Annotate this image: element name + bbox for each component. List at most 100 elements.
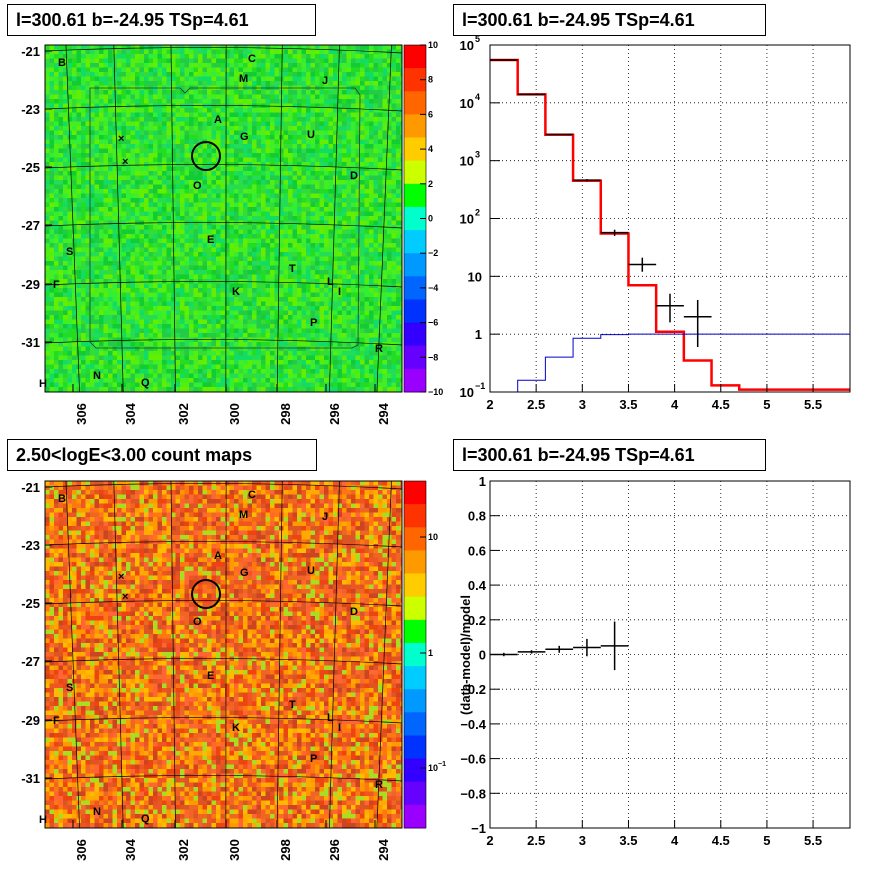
map-pixel (108, 67, 113, 73)
map-pixel (108, 54, 113, 59)
map-pixel (58, 162, 64, 167)
map-pixel (90, 72, 95, 77)
map-pixel (373, 126, 379, 131)
map-pixel (252, 265, 257, 271)
map-pixel (126, 265, 131, 271)
map-pixel (76, 121, 82, 127)
map-pixel (337, 202, 343, 208)
map-pixel (144, 225, 149, 230)
map-pixel (333, 112, 338, 118)
map-pixel (279, 139, 284, 145)
map-pixel (72, 198, 77, 203)
map-pixel (292, 189, 298, 194)
map-pixel (265, 292, 271, 298)
map-pixel (216, 283, 221, 289)
map-pixel (301, 121, 307, 127)
map-pixel (94, 270, 100, 275)
map-pixel (333, 247, 338, 253)
map-pixel (54, 220, 59, 226)
map-pixel (72, 162, 77, 167)
map-pixel (346, 274, 352, 280)
map-pixel (346, 216, 352, 221)
map-pixel (400, 193, 402, 199)
map-pixel (220, 301, 226, 307)
map-pixel (94, 189, 100, 194)
map-pixel (315, 90, 320, 95)
map-pixel (162, 121, 167, 127)
map-pixel (153, 189, 158, 194)
map-pixel (207, 274, 212, 280)
map-pixel (171, 270, 176, 275)
map-pixel (247, 256, 253, 262)
map-pixel (76, 283, 82, 289)
map-pixel (67, 103, 73, 109)
map-pixel (202, 49, 208, 55)
map-pixel (360, 189, 365, 194)
map-pixel (108, 130, 113, 136)
map-pixel (49, 135, 55, 140)
map-pixel (256, 139, 262, 145)
map-pixel (396, 274, 401, 280)
map-pixel (117, 234, 122, 239)
map-pixel (342, 315, 347, 320)
map-pixel (148, 175, 154, 181)
map-pixel (261, 67, 266, 73)
map-pixel (45, 261, 50, 266)
map-pixel (279, 49, 284, 55)
map-pixel (211, 252, 217, 257)
map-pixel (171, 49, 176, 55)
map-pixel (175, 306, 181, 311)
map-pixel (157, 261, 163, 266)
map-pixel (108, 144, 113, 149)
map-pixel (216, 76, 221, 82)
map-pixel (238, 99, 244, 104)
map-pixel (175, 49, 181, 55)
map-pixel (396, 148, 401, 154)
map-pixel (346, 247, 352, 253)
map-pixel (342, 117, 347, 122)
map-pixel (328, 139, 334, 145)
map-pixel (400, 310, 402, 316)
map-pixel (220, 270, 226, 275)
map-pixel (234, 112, 239, 118)
map-pixel (310, 72, 316, 77)
map-pixel (45, 45, 50, 50)
map-pixel (171, 130, 176, 136)
map-pixel (256, 270, 262, 275)
map-pixel (67, 121, 73, 127)
map-pixel (148, 49, 154, 55)
map-pixel (58, 238, 64, 244)
map-pixel (225, 67, 230, 73)
map-pixel (369, 220, 374, 226)
map-pixel (153, 130, 158, 136)
map-pixel (216, 157, 221, 163)
map-pixel (297, 229, 302, 235)
map-pixel (243, 261, 248, 266)
map-pixel (202, 234, 208, 239)
map-pixel (72, 148, 77, 154)
map-pixel (238, 94, 244, 100)
map-pixel (153, 310, 158, 316)
map-pixel (346, 229, 352, 235)
map-pixel (139, 63, 145, 68)
map-pixel (94, 180, 100, 185)
map-pixel (90, 202, 95, 208)
map-pixel (49, 315, 55, 320)
map-pixel (193, 220, 199, 226)
map-pixel (153, 99, 158, 104)
map-pixel (378, 234, 383, 239)
map-pixel (166, 157, 172, 163)
map-pixel (360, 49, 365, 55)
map-pixel (139, 193, 145, 199)
map-pixel (346, 265, 352, 271)
map-pixel (94, 90, 100, 95)
map-pixel (162, 112, 167, 118)
map-pixel (49, 81, 55, 86)
map-pixel (202, 324, 208, 329)
map-pixel (202, 180, 208, 185)
map-pixel (126, 157, 131, 163)
map-pixel (360, 306, 365, 311)
map-pixel (391, 139, 397, 145)
map-pixel (67, 238, 73, 244)
map-pixel (346, 288, 352, 293)
